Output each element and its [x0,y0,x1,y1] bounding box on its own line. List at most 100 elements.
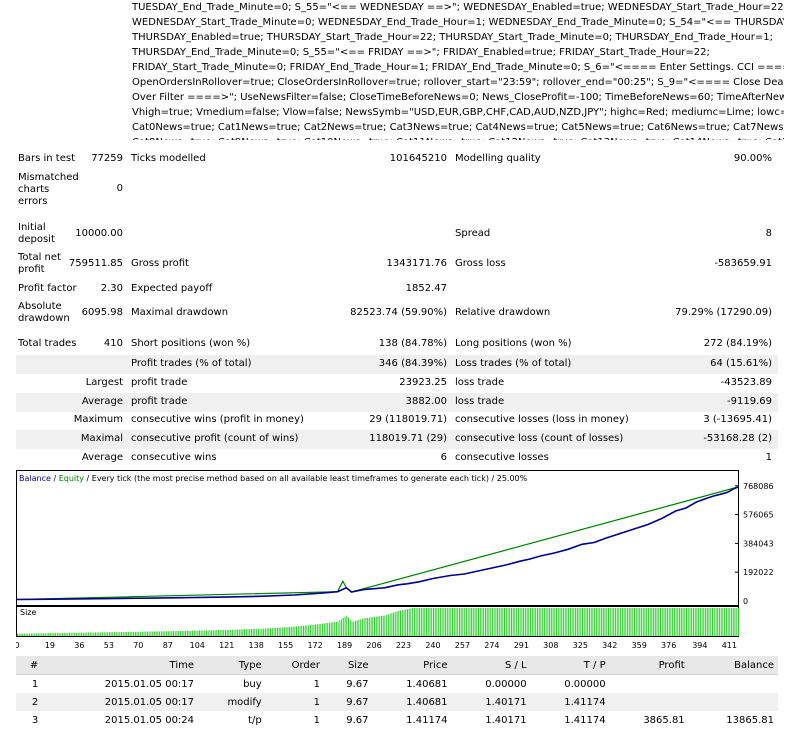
column-header[interactable]: S / L [451,656,531,675]
volume-bar [39,633,41,636]
table-cell: 9.67 [346,714,369,726]
volume-bar [263,628,265,636]
volume-bar [249,629,251,636]
column-header[interactable]: Balance [688,656,778,675]
volume-bar [491,608,493,636]
balance-chart: Balance / Equity / Every tick (the most … [14,470,778,650]
volume-bar [315,624,317,636]
table-row[interactable]: 2 2015.01.05 00:17 modify 1 9.67 1.40681 1.401… [16,693,778,711]
mismatched-label: Mismatched charts errors [18,172,79,207]
legend-desc: / Every tick (the most precise method ba… [84,474,528,483]
volume-bar [133,631,135,636]
volume-bar [342,617,344,636]
volume-bar [542,608,544,636]
volume-bar [517,608,519,636]
volume-bar [467,608,469,636]
volume-bar [287,627,289,636]
volume-bar [666,608,668,636]
volume-bar [162,631,164,636]
balance-chart-svg: Balance / Equity / Every tick (the most … [14,470,774,650]
volume-bar [223,630,225,636]
maximal-drawdown-label: Maximal drawdown [131,307,229,318]
volume-bar [190,630,192,637]
volume-bar [303,625,304,636]
volume-bar [493,608,495,636]
bars-in-test-label: Bars in test [18,153,75,164]
volume-bar [88,632,90,636]
table-row[interactable]: 1 2015.01.05 00:17 buy 1 9.67 1.40681 0.00000 0… [16,675,778,694]
volume-bar [349,619,351,636]
volume-bar [516,608,518,636]
size-label: Size [20,608,37,617]
modelling-quality-label: Modelling quality [455,153,541,164]
volume-bar [53,633,55,636]
largest-label: Largest [85,377,123,388]
volume-bar [469,608,471,636]
spread-value: 8 [765,228,772,239]
volume-bar [398,610,400,636]
volume-bar [472,608,474,636]
volume-bar [540,608,542,636]
parameter-line: TUESDAY_End_Trade_Minute=0; S_55="<== WE… [132,2,784,13]
table-cell: 9.67 [346,678,369,690]
volume-bar [297,626,299,636]
column-header[interactable]: Profit [609,656,689,675]
volume-bar [649,608,651,636]
volume-bar [355,620,356,636]
volume-bar [34,633,36,636]
column-header[interactable]: T / P [530,656,610,675]
parameters-text: TUESDAY_End_Trade_Minute=0; S_55="<== WE… [132,0,784,140]
parameter-line: FRIDAY_Start_Trade_Minute=0; FRIDAY_End_… [132,62,784,73]
volume-bar [689,608,691,636]
avg-consec-losses-value: 1 [765,452,772,463]
volume-bar [654,608,656,636]
volume-bar [356,620,358,636]
column-header[interactable]: # [16,656,43,675]
volume-bar [653,608,655,636]
column-header[interactable]: Time [42,656,199,675]
volume-bar [647,608,649,636]
volume-bar [578,608,580,636]
column-header[interactable]: Order [265,656,325,675]
maximal-consec-loss-label: consecutive loss (count of losses) [455,433,624,444]
maximal-drawdown-value: 82523.74 (59.90%) [350,307,447,318]
volume-bar [637,608,639,636]
column-header[interactable]: Price [372,656,452,675]
volume-bar [549,608,551,636]
volume-bar [734,608,736,636]
volume-bar [325,623,327,636]
volume-bar [433,608,434,636]
loss-trades-label: Loss trades (% of total) [455,358,572,369]
x-tick-label: 155 [278,641,293,650]
volume-bar [280,627,282,636]
volume-bar [143,631,145,636]
volume-bar [296,626,297,636]
volume-bar [72,632,74,636]
volume-bar [197,630,199,636]
volume-bar [705,608,707,636]
volume-bar [457,608,459,636]
volume-bar [261,628,263,636]
volume-bar [318,624,320,636]
volume-bar [407,609,408,636]
column-header[interactable]: Type [198,656,266,675]
table-row[interactable]: 3 2015.01.05 00:24 t/p 1 9.67 1.41174 1.40171 1… [16,711,778,729]
volume-bar [393,612,395,636]
volume-bar [379,616,381,636]
volume-bar [601,608,603,636]
volume-bar [186,630,188,636]
volume-bar [199,630,200,636]
volume-bar [533,608,535,636]
volume-bar [400,610,401,636]
volume-bar [680,608,682,636]
volume-bar [110,632,112,636]
x-tick-label: 87 [163,641,173,650]
main-plot-frame [16,470,739,606]
volume-bar [361,618,363,636]
column-header[interactable]: Size [324,656,373,675]
volume-bar [595,608,597,636]
volume-bar [495,608,497,636]
volume-bar [228,629,230,636]
volume-bar [114,632,116,637]
table-cell: 1.40681 [406,678,448,690]
